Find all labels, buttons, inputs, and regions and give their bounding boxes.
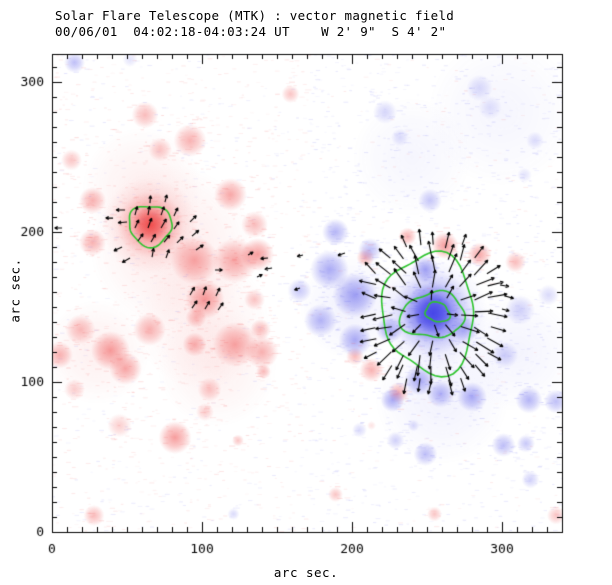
y-axis-label: arc sec. — [7, 258, 23, 323]
x-axis-label: arc sec. — [273, 565, 339, 580]
